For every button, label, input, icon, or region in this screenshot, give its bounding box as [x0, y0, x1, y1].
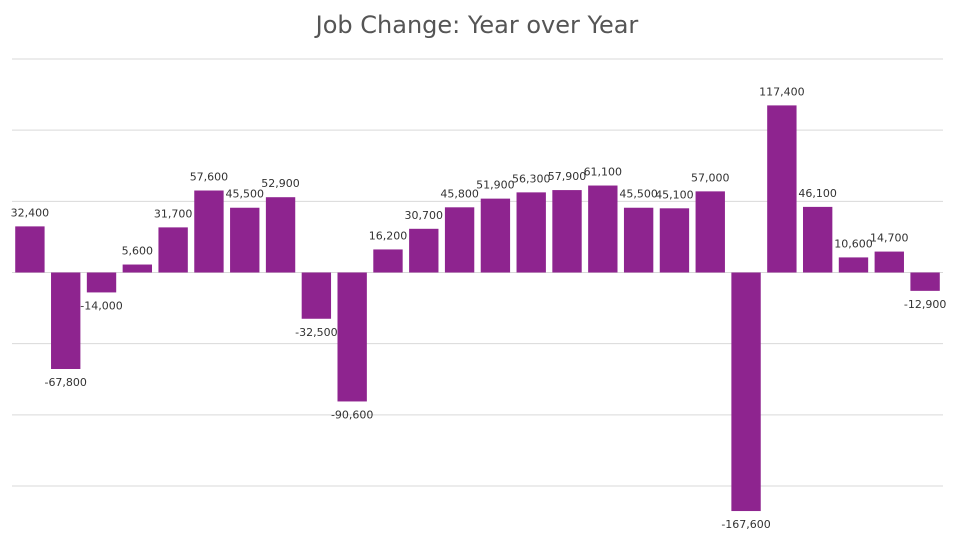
value-label: 32,400	[11, 206, 50, 219]
bar	[516, 192, 546, 273]
value-label: 45,500	[619, 188, 658, 201]
bar	[659, 208, 690, 273]
bar	[158, 227, 188, 273]
value-label: -12,900	[904, 298, 946, 311]
value-label: 52,900	[261, 177, 300, 190]
value-label: 46,100	[798, 187, 837, 200]
value-label: 57,600	[190, 171, 229, 184]
bar	[373, 249, 403, 273]
bar	[194, 190, 224, 273]
bar	[623, 207, 654, 273]
value-label: 45,800	[440, 187, 479, 200]
bar	[874, 251, 904, 273]
bar	[588, 185, 618, 273]
value-label: 14,700	[870, 232, 909, 245]
value-label: -67,800	[44, 376, 86, 389]
value-label: 56,300	[512, 172, 551, 185]
bar	[695, 191, 725, 273]
value-label: 16,200	[369, 229, 408, 242]
bar	[337, 272, 367, 402]
bar	[838, 257, 869, 273]
bar	[15, 226, 45, 273]
value-label: 57,900	[548, 170, 587, 183]
value-label: -167,600	[721, 518, 770, 531]
value-label: 51,900	[476, 179, 515, 192]
bar	[301, 272, 332, 319]
bar	[480, 198, 511, 273]
bar	[265, 197, 296, 273]
value-label: 5,600	[122, 245, 154, 258]
bar	[51, 272, 81, 370]
value-label: 31,700	[154, 207, 193, 220]
value-label: 45,500	[226, 188, 265, 201]
value-label: 10,600	[834, 237, 873, 250]
bar	[552, 190, 582, 273]
bar	[802, 206, 833, 273]
value-label: -14,000	[80, 299, 122, 312]
value-label: 57,000	[691, 171, 730, 184]
value-label: -32,500	[295, 326, 337, 339]
bar	[910, 272, 940, 291]
value-label: 30,700	[405, 209, 444, 222]
chart-title: Job Change: Year over Year	[314, 11, 639, 39]
bar	[86, 272, 117, 293]
value-label: 61,100	[584, 166, 623, 179]
bar	[230, 207, 260, 273]
value-label: -90,600	[331, 408, 373, 421]
bar	[731, 272, 761, 512]
bar	[409, 228, 439, 273]
value-label: 117,400	[759, 85, 805, 98]
bar	[444, 207, 475, 273]
bar	[767, 105, 797, 273]
bar	[122, 264, 153, 273]
value-label: 45,100	[655, 188, 694, 201]
